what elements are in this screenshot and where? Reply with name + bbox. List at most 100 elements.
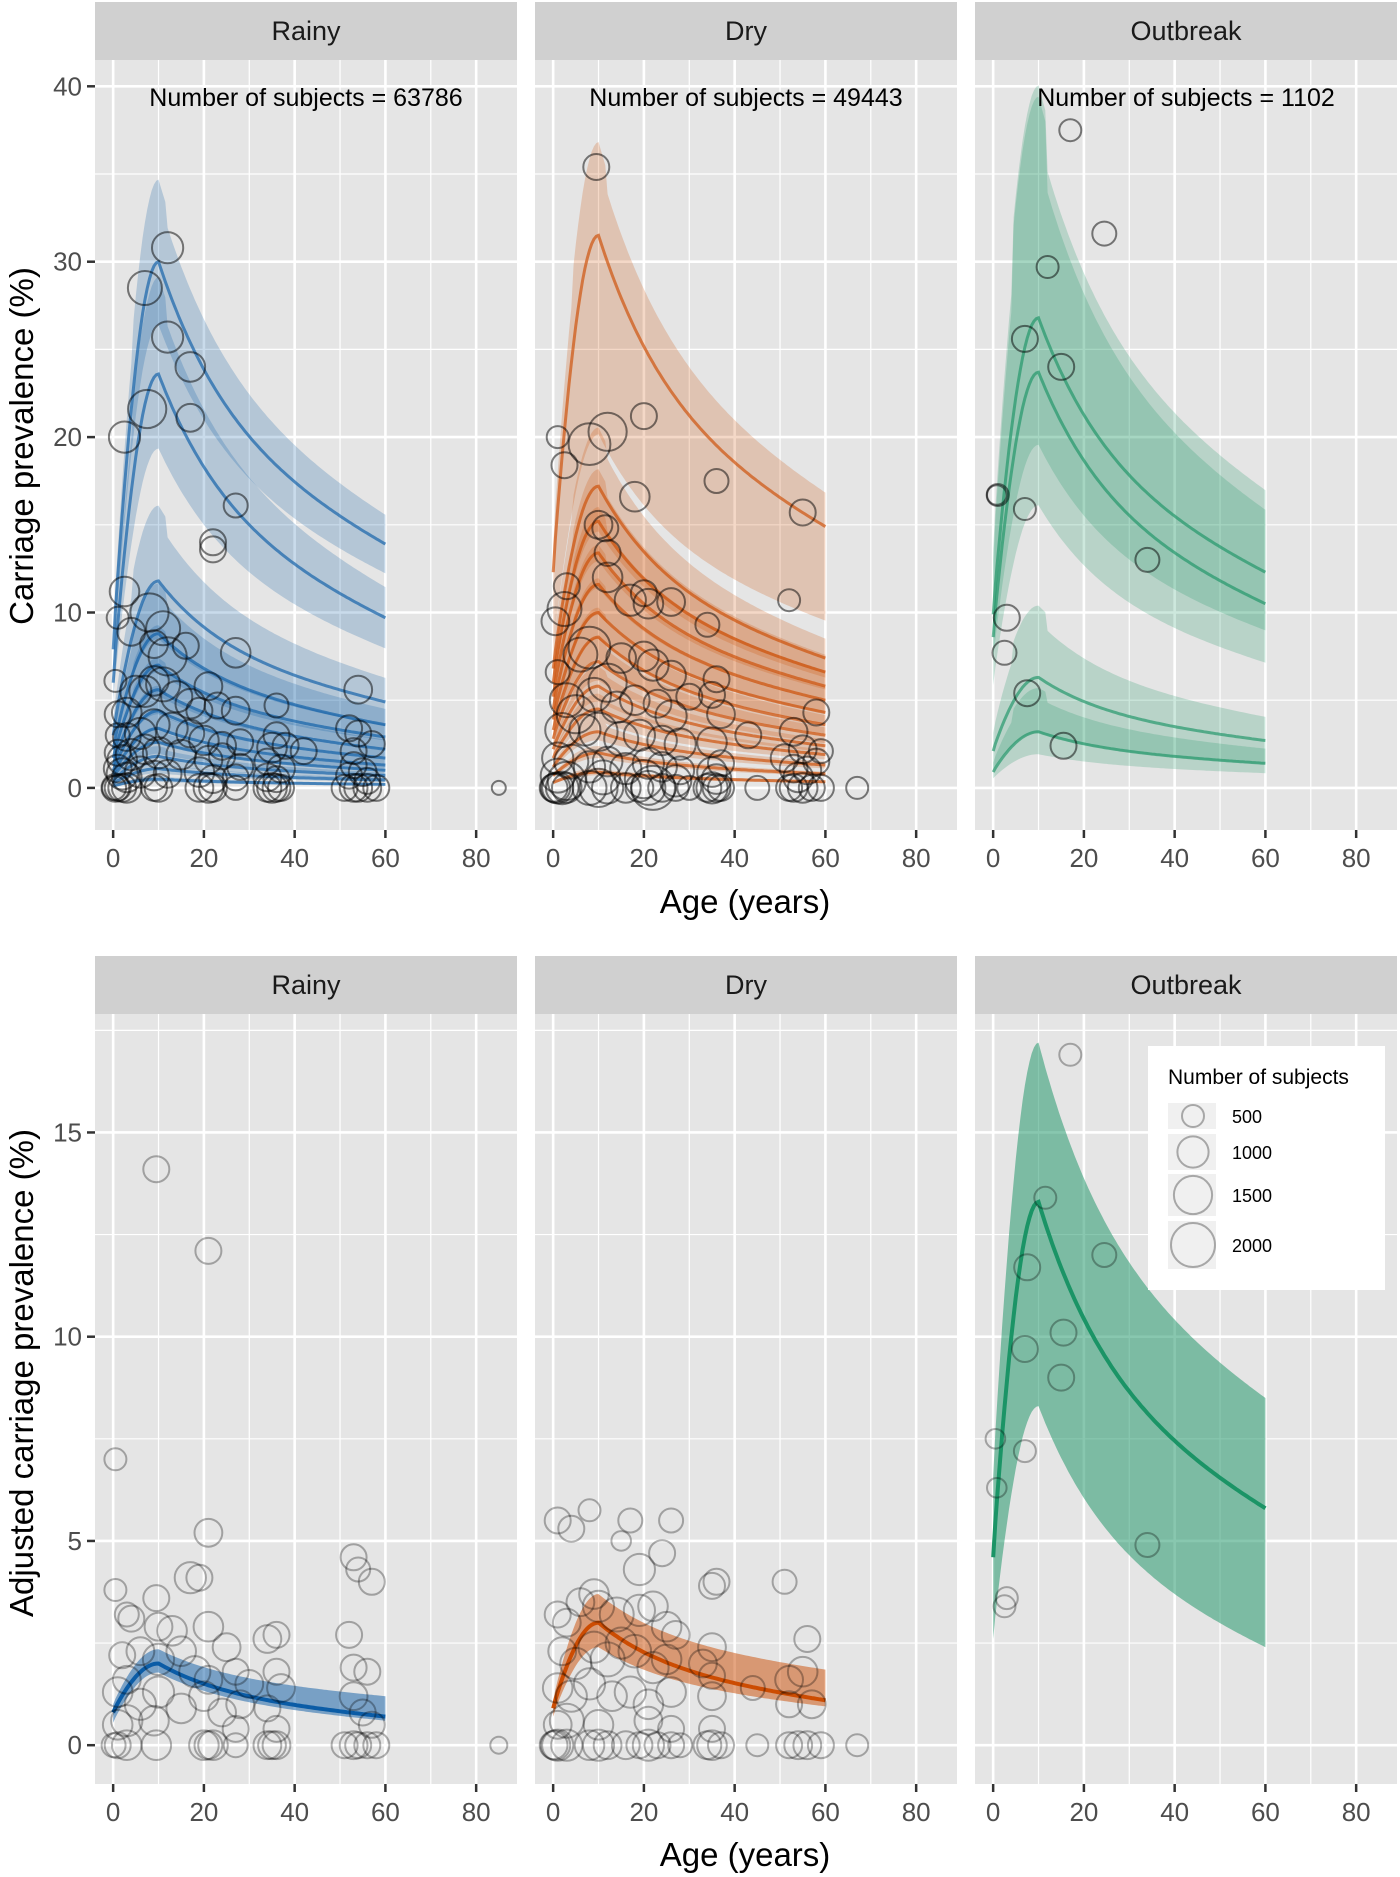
x-tick-label: 40	[720, 1797, 749, 1827]
data-point	[567, 422, 612, 467]
data-point	[845, 1733, 870, 1758]
data-point	[123, 1687, 157, 1721]
data-point	[490, 779, 507, 796]
data-point	[353, 1731, 382, 1760]
data-point	[657, 1731, 686, 1760]
x-tick-label: 40	[1160, 843, 1189, 873]
data-point	[111, 1664, 142, 1695]
data-point	[596, 1680, 628, 1712]
facet-strip	[535, 2, 957, 60]
data-point	[631, 1728, 666, 1762]
data-point	[127, 388, 168, 430]
data-point	[706, 699, 736, 730]
data-point	[489, 1735, 509, 1755]
confidence-ribbon	[113, 583, 386, 759]
legend-key-circle	[1181, 1104, 1205, 1128]
data-point	[219, 637, 252, 669]
data-point	[108, 575, 141, 608]
data-point	[591, 771, 625, 805]
data-point	[793, 1625, 822, 1653]
data-point	[101, 1709, 134, 1741]
data-point	[1013, 679, 1042, 708]
data-point	[655, 1676, 687, 1708]
data-point	[353, 1657, 382, 1686]
data-point	[199, 528, 227, 557]
data-point	[352, 773, 383, 803]
data-point	[1010, 1335, 1039, 1363]
data-point	[643, 1731, 672, 1760]
data-point	[126, 270, 163, 306]
fitted-curve	[991, 675, 1266, 752]
data-point	[103, 1731, 132, 1760]
data-point	[613, 1675, 647, 1709]
data-point	[696, 1729, 728, 1761]
data-point	[1134, 1532, 1161, 1558]
data-point	[610, 772, 642, 804]
data-point	[992, 603, 1021, 632]
gridlines	[95, 1014, 517, 1784]
panel-grid: 0 10 20 30 40 Rainy Number of subjects = 63786…	[53, 2, 1397, 1827]
data-point	[692, 773, 723, 803]
data-point	[581, 1589, 616, 1623]
data-point	[113, 1601, 140, 1628]
data-point	[145, 610, 182, 647]
data-point	[625, 1731, 654, 1760]
fitted-curve	[551, 233, 827, 573]
confidence-ribbon	[553, 142, 826, 650]
x-tick-label: 80	[902, 843, 931, 873]
data-point	[572, 1667, 607, 1701]
confidence-ribbon	[553, 720, 826, 770]
data-point	[548, 682, 585, 719]
data-point	[338, 1681, 369, 1712]
fitted-curve	[551, 582, 826, 710]
fitted-curve	[111, 372, 387, 683]
data-point	[1012, 1439, 1037, 1464]
confidence-ribbon	[553, 607, 826, 739]
data-point	[605, 642, 638, 674]
data-point	[151, 231, 185, 265]
data-point	[344, 1731, 373, 1760]
facet-strip	[535, 956, 957, 1014]
data-point	[185, 1563, 214, 1592]
data-point	[193, 1517, 224, 1548]
data-point	[698, 680, 726, 709]
data-point	[143, 1611, 174, 1642]
data-point	[578, 767, 619, 809]
data-point	[591, 745, 624, 778]
model-fits	[991, 85, 1267, 779]
data-point	[701, 773, 732, 803]
data-point	[619, 684, 651, 717]
data-point	[610, 1730, 641, 1761]
data-point	[657, 1714, 686, 1743]
data-point	[151, 320, 185, 354]
panel-adjusted-rainy: Rainy 0 20 40 60 80	[95, 956, 517, 1827]
data-point	[581, 1728, 616, 1762]
data-point	[1049, 1318, 1078, 1347]
data-point	[622, 1552, 657, 1587]
data-point	[578, 1578, 610, 1610]
fitted-curve	[551, 519, 826, 683]
data-point	[695, 771, 729, 805]
data-point	[103, 1447, 128, 1472]
gridlines	[95, 60, 517, 830]
data-point	[253, 1694, 282, 1723]
confidence-ribbon	[553, 1594, 826, 1717]
data-point	[802, 698, 831, 727]
facet-strip-label: Dry	[725, 16, 767, 46]
data-point	[702, 1567, 731, 1596]
model-fits	[991, 1042, 1267, 1648]
fitted-curve	[111, 1661, 386, 1719]
data-point	[658, 1507, 685, 1534]
data-point	[108, 1641, 137, 1670]
data-point	[587, 411, 628, 452]
data-point	[262, 1657, 291, 1686]
data-point	[171, 631, 200, 660]
data-point	[542, 1709, 573, 1740]
data-point	[138, 1704, 170, 1737]
confidence-ribbon	[993, 85, 1266, 662]
data-point	[663, 727, 697, 761]
fitted-curve	[551, 684, 826, 750]
data-point	[589, 1641, 626, 1678]
data-point	[1058, 118, 1083, 143]
data-point	[619, 480, 651, 513]
